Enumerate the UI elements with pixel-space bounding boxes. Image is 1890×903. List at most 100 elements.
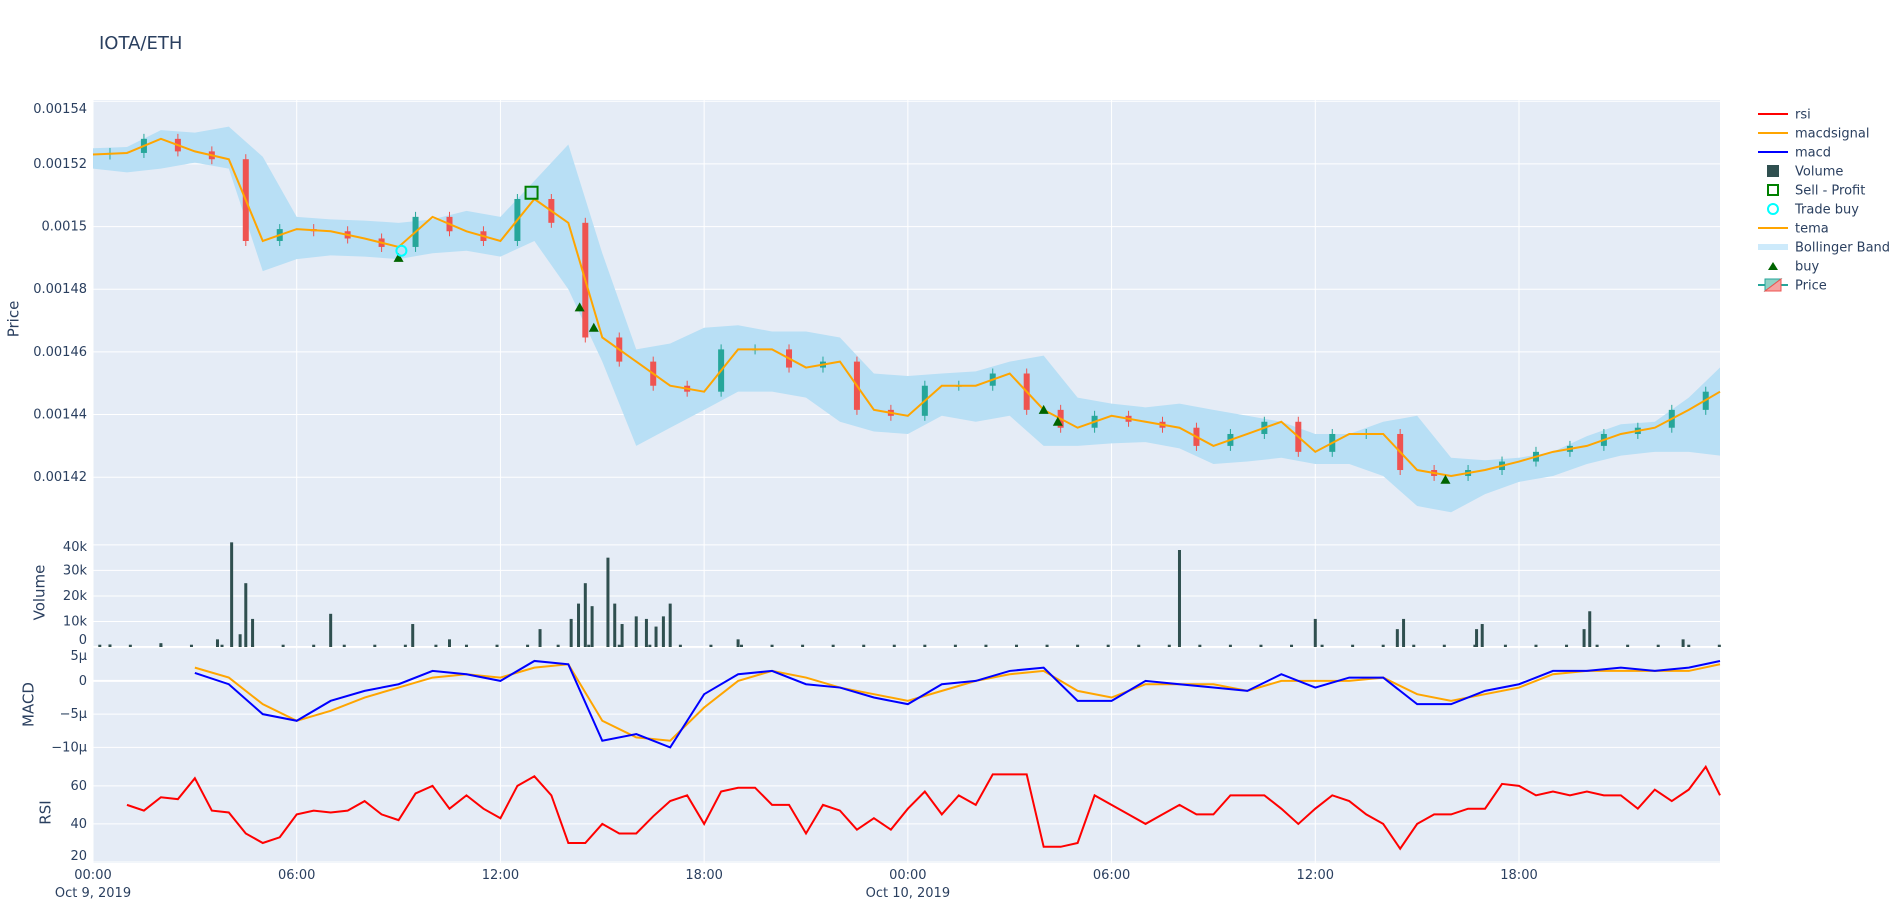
volume-bar: [1351, 644, 1355, 647]
volume-y-tick-label: 30k: [63, 563, 88, 578]
volume-bar: [448, 639, 452, 647]
volume-y-tick-label: 40k: [63, 540, 88, 555]
buy-marker: [574, 302, 585, 312]
x-tick-label: 18:00: [685, 868, 722, 883]
volume-bar: [1381, 644, 1385, 647]
volume-bar: [569, 618, 573, 647]
buy-marker: [1038, 404, 1049, 414]
volume-bar: [329, 613, 333, 647]
volume-bar: [373, 644, 377, 647]
volume-bar: [1045, 644, 1049, 647]
volume-bar: [1015, 644, 1019, 647]
volume-bar: [538, 629, 542, 647]
price-y-tick-label: 0.00142: [33, 470, 87, 485]
x-date-label: Oct 9, 2019: [55, 886, 131, 901]
volume-y-tick-label: 20k: [63, 589, 88, 604]
volume-bar: [281, 644, 285, 647]
tema-line: [92, 137, 1721, 477]
volume-bar: [1582, 629, 1586, 647]
volume-bar: [1177, 549, 1181, 647]
volume-bar: [644, 618, 648, 647]
price-y-tick-label: 0.00152: [33, 157, 87, 172]
volume-bar: [1076, 644, 1080, 647]
volume-bar: [1290, 644, 1294, 647]
price-y-tick-label: 0.0015: [42, 220, 88, 235]
volume-bar: [1656, 644, 1660, 647]
volume-bar: [654, 626, 658, 647]
volume-bar: [128, 644, 132, 647]
macd-y-tick-label: 0: [79, 674, 87, 689]
price-y-tick-label: 0.00154: [33, 102, 87, 117]
macd-y-tick-label: 5μ: [70, 649, 87, 664]
volume-bar: [1681, 639, 1685, 647]
volume-bar: [1198, 644, 1202, 647]
volume-bar: [709, 644, 713, 647]
bollinger-band: [93, 126, 1720, 513]
x-tick-label: 06:00: [278, 868, 315, 883]
volume-bar: [668, 603, 672, 647]
volume-bar: [1395, 629, 1399, 647]
volume-bar: [1442, 644, 1446, 647]
volume-bar: [1259, 644, 1263, 647]
x-tick-label: 18:00: [1500, 868, 1537, 883]
volume-bar: [606, 557, 610, 647]
volume-bar: [1412, 644, 1416, 647]
volume-bar: [1228, 644, 1232, 647]
volume-bar: [892, 644, 896, 647]
price-y-tick-label: 0.00146: [33, 345, 87, 360]
volume-bar: [590, 606, 594, 647]
rsi-y-tick-label: 40: [70, 817, 87, 832]
buy-marker: [1052, 416, 1063, 426]
rsi-panel-bg: [93, 762, 1720, 863]
volume-bar: [1313, 618, 1317, 647]
x-tick-label: 12:00: [482, 868, 519, 883]
x-tick-label: 00:00: [889, 868, 926, 883]
x-date-label: Oct 10, 2019: [866, 886, 951, 901]
volume-bar: [1565, 644, 1569, 647]
trade-buy-marker: [395, 244, 408, 257]
volume-bar: [1534, 644, 1538, 647]
volume-bar: [244, 583, 248, 647]
volume-bar: [613, 603, 617, 647]
buy-marker: [588, 322, 599, 332]
volume-bar: [1475, 629, 1479, 647]
volume-bar: [98, 644, 102, 647]
volume-bar: [1595, 644, 1599, 647]
volume-bar: [495, 644, 499, 647]
volume-bar: [577, 603, 581, 647]
volume-bar: [434, 644, 438, 647]
volume-bar: [583, 583, 587, 647]
volume-bar: [108, 644, 112, 647]
volume-bar: [678, 644, 682, 647]
buy-marker: [393, 252, 404, 262]
volume-bar: [220, 644, 224, 647]
rsi-y-tick-label: 60: [70, 779, 87, 794]
rsi-y-tick-label: 20: [70, 849, 87, 864]
volume-bar: [411, 624, 415, 647]
volume-bar: [984, 644, 988, 647]
volume-bar: [801, 644, 805, 647]
buy-marker: [1440, 474, 1451, 484]
volume-bar: [923, 644, 927, 647]
volume-bar: [831, 644, 835, 647]
volume-bar: [862, 644, 866, 647]
volume-bar: [342, 644, 346, 647]
volume-bar: [526, 644, 530, 647]
volume-bar: [1588, 611, 1592, 647]
volume-bar: [1626, 644, 1630, 647]
macd-y-tick-label: −5μ: [60, 707, 87, 722]
sell-profit-marker: [524, 185, 539, 200]
volume-bar: [634, 616, 638, 647]
volume-bar: [648, 644, 652, 647]
x-tick-label: 06:00: [1093, 868, 1130, 883]
volume-bar: [159, 643, 163, 647]
volume-bar: [736, 639, 740, 647]
volume-bar: [1687, 644, 1691, 647]
rsi-axis-title: RSI: [37, 800, 55, 824]
volume-y-tick-label: 10k: [63, 614, 88, 629]
macd-y-tick-label: −10μ: [51, 740, 87, 755]
price-y-tick-label: 0.00144: [33, 408, 87, 423]
volume-bar: [189, 644, 193, 647]
macd-line: [194, 659, 1721, 749]
volume-bar: [251, 618, 255, 647]
